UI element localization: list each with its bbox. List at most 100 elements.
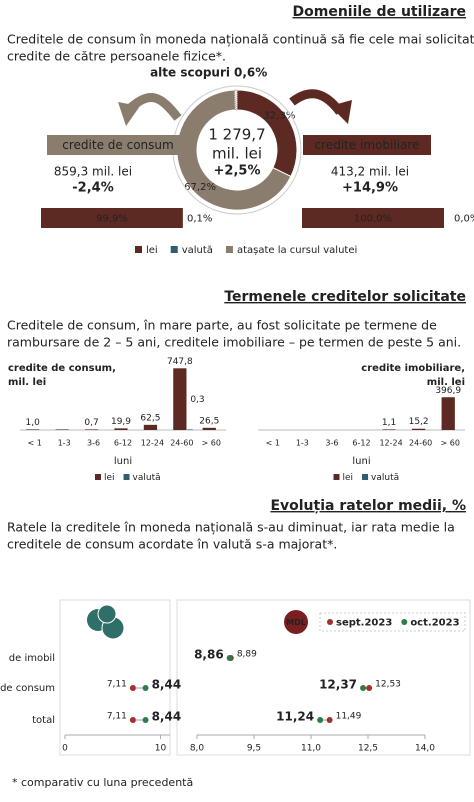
- legend-label: valută: [133, 473, 161, 483]
- x-tick-label: 24-60: [170, 439, 193, 448]
- bar: [84, 429, 99, 430]
- section-title: Evoluția ratelor medii, %: [270, 498, 466, 514]
- y-axis-label: credite de consum,: [8, 363, 116, 374]
- dot-label: 8,86: [194, 648, 224, 662]
- row-label: total: [32, 715, 55, 726]
- x-tick-label: 8,0: [190, 744, 205, 754]
- category-change: +14,9%: [342, 181, 398, 196]
- alt-label: alte scopuri: [150, 66, 230, 80]
- x-tick-label: 6-12: [114, 439, 132, 448]
- dot: [317, 717, 324, 723]
- legend-swatch: [225, 246, 233, 253]
- dot: [129, 717, 136, 723]
- category-amount: 413,2 mil. lei: [331, 165, 409, 179]
- x-tick-label: < 1: [266, 439, 280, 448]
- dot: [360, 685, 367, 691]
- donut-slice: [176, 89, 292, 211]
- category-change: -2,4%: [72, 181, 113, 196]
- section-text: Ratele la creditele în moneda națională …: [7, 520, 455, 535]
- dot: [129, 685, 136, 691]
- x-tick-label: > 60: [440, 439, 459, 448]
- x-axis-label: luni: [114, 456, 132, 467]
- badge-label: MDL: [286, 618, 306, 627]
- bar-value-label: 26,5: [199, 416, 219, 426]
- x-tick-label: 6-12: [352, 439, 370, 448]
- bar: [26, 429, 40, 430]
- dot: [366, 685, 373, 691]
- legend-swatch: [123, 474, 130, 480]
- bar-value-label: 1,1: [382, 418, 396, 428]
- bar: [441, 397, 455, 430]
- x-tick-label: < 1: [28, 439, 42, 448]
- dot: [326, 717, 333, 723]
- dot-label: 7,11: [107, 712, 127, 722]
- legend-label: oct.2023: [410, 618, 459, 629]
- x-tick-label: 12-24: [379, 439, 402, 448]
- hbar-segment: [41, 208, 183, 228]
- dot: [142, 685, 149, 691]
- center-unit: mil. lei: [212, 145, 262, 163]
- bar-value-label: 19,9: [111, 417, 131, 427]
- center-value: 1 279,7: [208, 126, 265, 144]
- row-label: de imobil: [9, 653, 55, 664]
- category-amount: 859,3 mil. lei: [54, 165, 132, 179]
- x-tick-label: 12-24: [141, 439, 164, 448]
- dot-label: 12,37: [319, 678, 357, 692]
- x-axis-label: luni: [352, 456, 370, 467]
- dot: [142, 717, 149, 723]
- category-label: credite imobiliare: [315, 138, 420, 152]
- legend-label: valută: [182, 245, 213, 256]
- dot-label: 8,44: [152, 678, 182, 692]
- y-axis-label: mil. lei: [427, 377, 465, 388]
- arrow-left-head: [118, 102, 140, 126]
- bar-value-label: 1,0: [26, 418, 41, 428]
- legend-label: sept.2023: [336, 618, 392, 629]
- legend-box: [319, 612, 466, 632]
- bar: [143, 424, 158, 430]
- bar: [411, 428, 426, 430]
- badge: [284, 610, 308, 634]
- y-axis-label: credite imobiliare,: [361, 363, 465, 374]
- dot-label: 8,44: [152, 710, 182, 724]
- bar-value-label: 0,3: [190, 395, 204, 405]
- bar: [173, 368, 187, 430]
- dot-label: 11,49: [336, 712, 362, 722]
- bar: [55, 429, 69, 430]
- hbar-label: 100,0%: [354, 214, 392, 225]
- section-text: creditele de consum acordate în valută s…: [7, 537, 337, 552]
- slice-label: 32,3%: [264, 111, 296, 122]
- section-text: Creditele de consum în moneda națională …: [7, 32, 474, 47]
- x-tick-label: > 60: [202, 439, 221, 448]
- section-text: credite de către persoanele fizice*.: [7, 49, 226, 64]
- bar: [382, 429, 396, 430]
- dot-label: 8,89: [237, 650, 257, 660]
- category-box: [47, 135, 190, 155]
- arrow-right-head: [330, 100, 352, 124]
- x-tick-label: 10: [155, 744, 167, 754]
- row-label: de consum: [0, 683, 55, 694]
- legend-label: lei: [146, 245, 158, 256]
- legend-label: lei: [343, 473, 354, 483]
- center-change: +2,5%: [214, 164, 261, 179]
- dot-label: 12,53: [375, 680, 401, 690]
- donut-slice: [234, 89, 238, 111]
- legend-swatch: [135, 246, 142, 253]
- x-tick-label: 11,0: [301, 744, 321, 754]
- section-text: Creditele de consum, în mare parte, au f…: [7, 318, 437, 333]
- hbar-segment: [302, 208, 444, 228]
- legend-swatch: [95, 474, 101, 480]
- legend-label: lei: [104, 473, 115, 483]
- x-tick-label: 1-3: [58, 439, 71, 448]
- hbar-rest-label: 0,1%: [187, 214, 212, 225]
- x-tick-label: 9,5: [247, 744, 261, 754]
- legend-swatch: [362, 474, 369, 480]
- category-label: credite de consum: [62, 138, 173, 152]
- bar-value-label: 396,9: [435, 386, 461, 396]
- legend-swatch: [333, 474, 340, 480]
- slice-label: 67,2%: [184, 182, 216, 193]
- section-title: Termenele creditelor solicitate: [224, 289, 466, 305]
- bar: [187, 429, 193, 430]
- category-box: [303, 135, 431, 155]
- x-tick-label: 14,0: [415, 744, 435, 754]
